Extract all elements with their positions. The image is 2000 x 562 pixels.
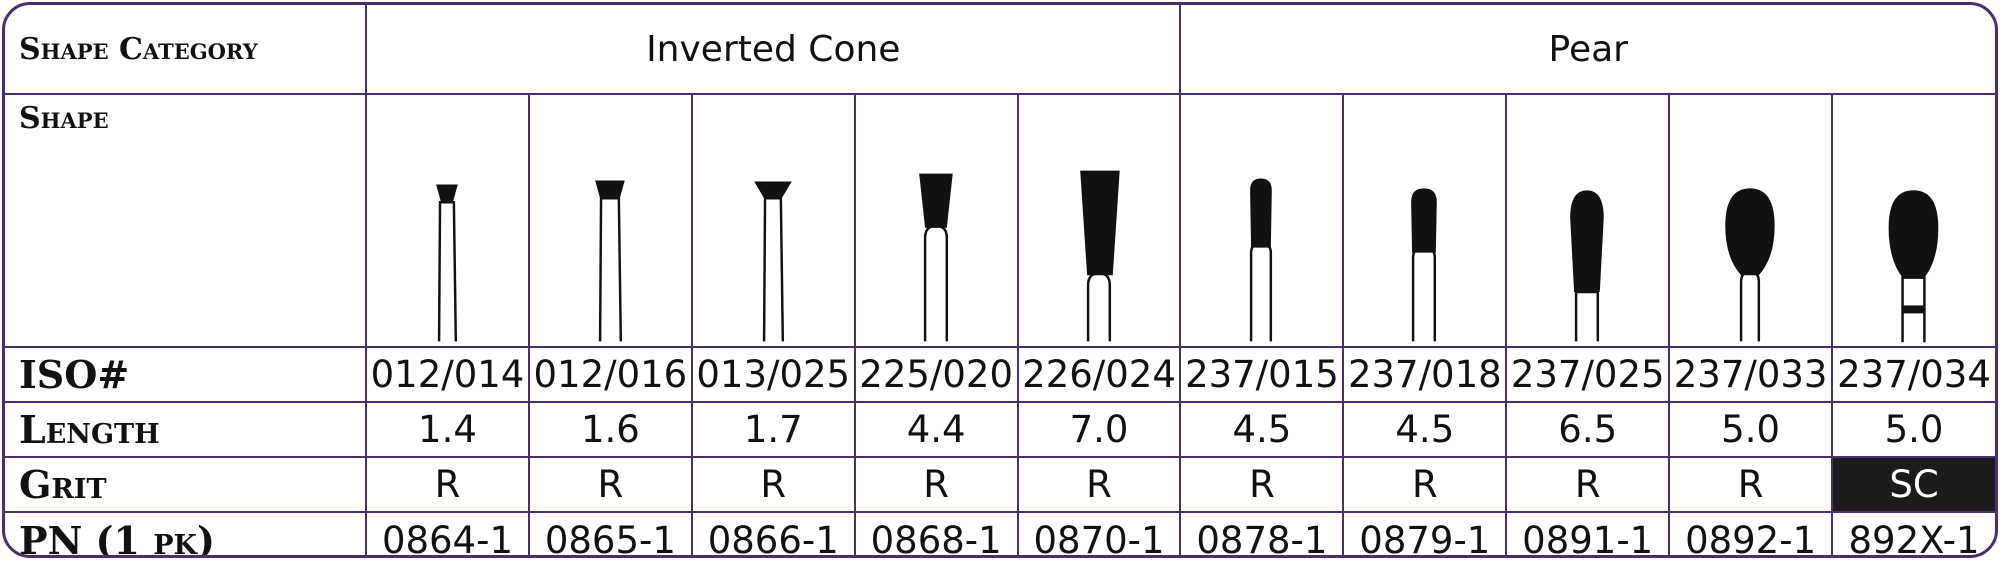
length-cell: 4.5 — [1179, 401, 1345, 458]
length-row: Length 1.4 1.6 1.7 4.4 7.0 4.5 4.5 6.5 5… — [5, 401, 1995, 458]
inverted-cone-large-bur-icon — [1016, 93, 1182, 348]
pear-long-bur-icon — [1505, 93, 1671, 348]
grit-cell: R — [690, 456, 856, 513]
pear-small-bur-icon — [1179, 93, 1345, 348]
grit-cell: R — [853, 456, 1019, 513]
grit-cell: R — [527, 456, 693, 513]
length-cell: 7.0 — [1016, 401, 1182, 458]
pn-cell: 0866-1 — [690, 511, 856, 555]
iso-row: ISO# 012/014 012/016 013/025 225/020 226… — [5, 346, 1995, 403]
iso-cell: 237/015 — [1179, 346, 1345, 403]
iso-label: ISO# — [5, 346, 368, 403]
pn-cell: 0865-1 — [527, 511, 693, 555]
pn-label: PN (1 pk) — [5, 511, 368, 555]
pn-cell: 0879-1 — [1342, 511, 1508, 555]
pn-cell: 892X-1 — [1831, 511, 1995, 555]
iso-cell: 237/033 — [1668, 346, 1834, 403]
grit-cell: R — [1342, 456, 1508, 513]
group-header-inverted-cone: Inverted Cone — [365, 5, 1182, 95]
iso-cell: 226/024 — [1016, 346, 1182, 403]
grit-cell: R — [1016, 456, 1182, 513]
pear-wide-bur-icon — [1668, 93, 1834, 348]
shape-category-row: Shape Category Inverted Cone Pear — [5, 5, 1995, 95]
iso-cell: 225/020 — [853, 346, 1019, 403]
grit-cell-highlighted: SC — [1831, 456, 1995, 513]
length-cell: 4.4 — [853, 401, 1019, 458]
pn-cell: 0864-1 — [365, 511, 530, 555]
grit-row: Grit R R R R R R R R R SC — [5, 456, 1995, 513]
iso-cell: 012/016 — [527, 346, 693, 403]
iso-cell: 237/025 — [1505, 346, 1671, 403]
grit-cell: R — [365, 456, 530, 513]
pn-row: PN (1 pk) 0864-1 0865-1 0866-1 0868-1 08… — [5, 511, 1995, 555]
pn-cell: 0878-1 — [1179, 511, 1345, 555]
pn-cell: 0891-1 — [1505, 511, 1671, 555]
length-cell: 5.0 — [1668, 401, 1834, 458]
length-cell: 1.6 — [527, 401, 693, 458]
grit-label: Grit — [5, 456, 368, 513]
length-cell: 4.5 — [1342, 401, 1508, 458]
iso-cell: 012/014 — [365, 346, 530, 403]
inverted-cone-long-bur-icon — [853, 93, 1019, 348]
pn-cell: 0868-1 — [853, 511, 1019, 555]
shape-label: Shape — [5, 93, 368, 348]
bur-spec-table: Shape Category Inverted Cone Pear Shape — [5, 5, 1995, 555]
pn-cell: 0892-1 — [1668, 511, 1834, 555]
length-label: Length — [5, 401, 368, 458]
shape-row: Shape — [5, 93, 1995, 348]
iso-cell: 237/034 — [1831, 346, 1995, 403]
inverted-cone-wide-bur-icon — [690, 93, 856, 348]
iso-cell: 013/025 — [690, 346, 856, 403]
grit-cell: R — [1179, 456, 1345, 513]
length-cell: 5.0 — [1831, 401, 1995, 458]
iso-cell: 237/018 — [1342, 346, 1508, 403]
grit-cell: R — [1505, 456, 1671, 513]
pn-cell: 0870-1 — [1016, 511, 1182, 555]
inverted-cone-small-bur-icon — [365, 93, 530, 348]
inverted-cone-small-bur-icon — [527, 93, 693, 348]
group-header-pear: Pear — [1179, 5, 1995, 95]
shape-category-label: Shape Category — [5, 5, 368, 95]
length-cell: 1.4 — [365, 401, 530, 458]
pear-medium-bur-icon — [1342, 93, 1508, 348]
length-cell: 1.7 — [690, 401, 856, 458]
grit-cell: R — [1668, 456, 1834, 513]
pear-wide-banded-bur-icon — [1831, 93, 1995, 348]
length-cell: 6.5 — [1505, 401, 1671, 458]
